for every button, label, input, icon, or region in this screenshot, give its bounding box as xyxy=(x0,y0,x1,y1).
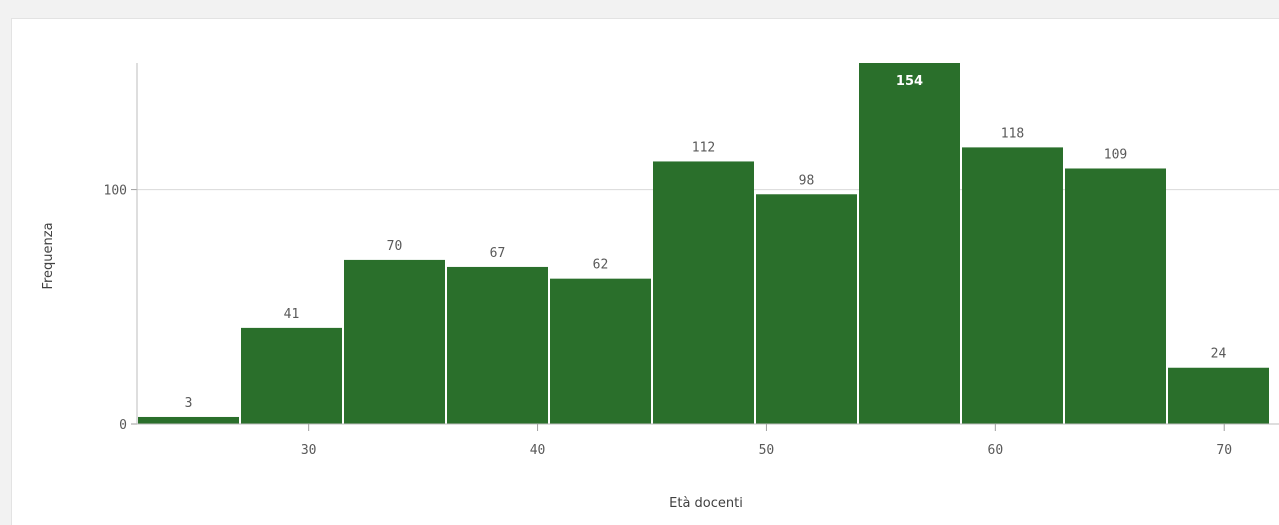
bar-value-label: 118 xyxy=(1001,126,1024,141)
x-axis-title: Età docenti xyxy=(669,496,743,511)
bar-value-label: 154 xyxy=(896,74,923,89)
histogram-bar[interactable] xyxy=(138,416,239,424)
axes-layer: 0 100 30 40 50 60 70 xyxy=(104,63,1279,458)
histogram-bar[interactable] xyxy=(756,194,857,424)
bars-layer xyxy=(138,63,1269,425)
bar-value-label: 41 xyxy=(284,307,300,322)
bar-value-label: 98 xyxy=(799,173,815,188)
x-tick-label-40: 40 xyxy=(530,443,546,458)
bar-value-label: 3 xyxy=(185,396,193,411)
y-tick-label-100: 100 xyxy=(104,184,127,199)
histogram-bar[interactable] xyxy=(1065,168,1166,424)
histogram-bar[interactable] xyxy=(653,161,754,425)
bar-value-label: 112 xyxy=(692,140,715,155)
y-tick-label-0: 0 xyxy=(119,418,127,433)
x-tick-label-50: 50 xyxy=(759,443,775,458)
histogram-chart[interactable]: 3 41 70 67 62 112 98 154 118 109 24 0 100 30 40 50 60 70… xyxy=(12,19,1279,525)
bar-value-label: 70 xyxy=(387,239,403,254)
histogram-bar[interactable] xyxy=(344,259,445,424)
bar-value-label: 67 xyxy=(490,246,506,261)
x-tick-label-60: 60 xyxy=(988,443,1004,458)
bar-labels-layer: 3 41 70 67 62 112 98 154 118 109 24 xyxy=(185,74,1227,411)
chart-card: 3 41 70 67 62 112 98 154 118 109 24 0 100 30 40 50 60 70… xyxy=(11,18,1279,525)
x-tick-label-30: 30 xyxy=(301,443,317,458)
histogram-bar[interactable] xyxy=(962,147,1063,424)
histogram-bar[interactable] xyxy=(1168,367,1269,424)
y-axis-title: Frequenza xyxy=(41,222,56,289)
histogram-bar[interactable] xyxy=(550,278,651,424)
x-tick-label-70: 70 xyxy=(1216,443,1232,458)
bar-value-label: 62 xyxy=(593,258,609,273)
bar-value-label: 24 xyxy=(1211,347,1227,362)
histogram-bar[interactable] xyxy=(447,266,548,424)
histogram-bar[interactable] xyxy=(241,327,342,424)
bar-value-label: 109 xyxy=(1104,147,1127,162)
histogram-bar[interactable] xyxy=(859,63,960,424)
